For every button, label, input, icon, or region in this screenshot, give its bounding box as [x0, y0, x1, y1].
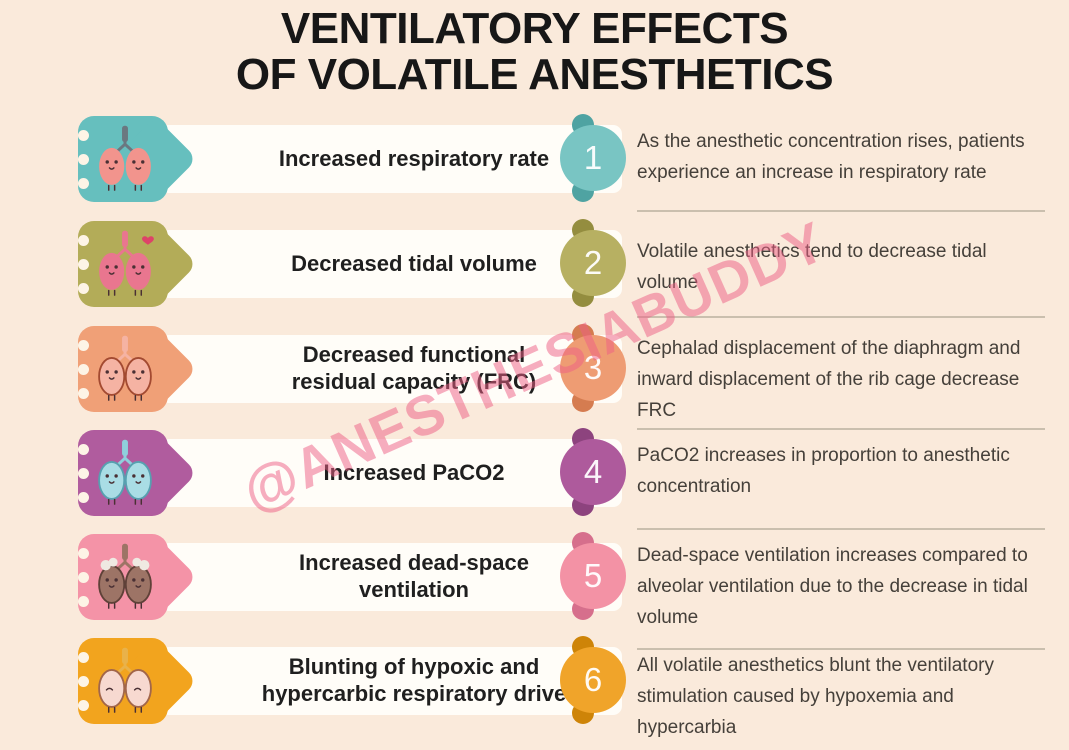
- binder-hole: [78, 340, 89, 351]
- lungs-icon: [98, 335, 154, 401]
- number-badge: 5: [560, 543, 626, 609]
- binder-hole: [78, 259, 89, 270]
- effect-bar: Blunting of hypoxic and hypercarbic resp…: [160, 647, 622, 715]
- effect-label: Increased respiratory rate: [278, 145, 550, 171]
- effect-label: Decreased functional residual capacity (…: [291, 342, 537, 394]
- description: Volatile anesthetics tend to decrease ti…: [637, 236, 1045, 318]
- badge-number: 2: [583, 244, 603, 281]
- row-increased-paco2: Increased PaCO2 4: [0, 428, 1069, 530]
- binder-hole: [78, 364, 89, 375]
- heart-accent: [142, 341, 154, 350]
- binder-hole: [78, 444, 89, 455]
- heart-accent: [142, 131, 154, 140]
- effect-bar: Increased dead-space ventilation: [160, 543, 622, 611]
- effect-label: Decreased tidal volume: [291, 250, 537, 276]
- effect-label: Increased dead-space ventilation: [299, 550, 529, 602]
- effect-label: Blunting of hypoxic and hypercarbic resp…: [261, 654, 567, 706]
- lungs-tag: [0, 638, 230, 724]
- badge-number: 4: [583, 453, 603, 490]
- lungs-icon: [99, 230, 154, 296]
- lungs-tag: [0, 116, 230, 202]
- effect-bar: Decreased functional residual capacity (…: [160, 335, 622, 403]
- row-increased-dead-space: Increased dead-space ventilation 5: [0, 532, 1069, 650]
- description: PaCO2 increases in proportion to anesthe…: [637, 440, 1045, 530]
- binder-hole: [78, 283, 89, 294]
- lungs-tag: [0, 326, 230, 412]
- binder-hole: [78, 700, 89, 711]
- number-badge: 2: [560, 230, 626, 296]
- lungs-icon: [98, 647, 154, 713]
- row-increased-respiratory-rate: Increased respiratory rate 1: [0, 114, 1069, 212]
- effect-label: Increased PaCO2: [323, 459, 505, 485]
- badge-number: 3: [583, 349, 603, 386]
- binder-hole: [78, 130, 89, 141]
- effect-bar: Increased PaCO2: [160, 439, 622, 507]
- row-blunting-hypoxic-drive: Blunting of hypoxic and hypercarbic resp…: [0, 636, 1069, 738]
- heart-accent: [142, 445, 154, 454]
- number-badge: 3: [560, 335, 626, 401]
- binder-hole: [78, 596, 89, 607]
- description: Cephalad displacement of the diaphragm a…: [637, 333, 1045, 430]
- title-line-2: OF VOLATILE ANESTHETICS: [235, 50, 834, 100]
- number-badge: 1: [560, 125, 626, 191]
- description: Dead-space ventilation increases compare…: [637, 540, 1045, 650]
- lungs-icon: [99, 125, 154, 191]
- binder-hole: [78, 572, 89, 583]
- lungs-icon: [98, 543, 152, 609]
- binder-hole: [78, 178, 89, 189]
- title-line-1: VENTILATORY EFFECTS: [280, 4, 789, 53]
- lungs-tag: [0, 430, 230, 516]
- binder-hole: [78, 235, 89, 246]
- description: All volatile anesthetics blunt the venti…: [637, 655, 994, 738]
- binder-hole: [78, 492, 89, 503]
- binder-hole: [78, 548, 89, 559]
- lungs-icon: [98, 439, 154, 505]
- lungs-tag: [0, 534, 230, 620]
- badge-number: 1: [583, 139, 603, 176]
- row-decreased-frc: Decreased functional residual capacity (…: [0, 324, 1069, 430]
- smoke-accent: [100, 557, 150, 571]
- binder-hole: [78, 154, 89, 165]
- badge-number: 5: [583, 557, 603, 594]
- number-badge: 6: [560, 647, 626, 713]
- binder-hole: [78, 468, 89, 479]
- badge-number: 6: [583, 661, 603, 698]
- heart-accent: [142, 236, 154, 245]
- effect-bar: Decreased tidal volume: [160, 230, 622, 298]
- binder-hole: [78, 388, 89, 399]
- binder-hole: [78, 652, 89, 663]
- effect-bar: Increased respiratory rate: [160, 125, 622, 193]
- description: As the anesthetic concentration rises, p…: [637, 126, 1045, 212]
- number-badge: 4: [560, 439, 626, 505]
- binder-hole: [78, 676, 89, 687]
- row-decreased-tidal-volume: Decreased tidal volume 2: [0, 219, 1069, 318]
- lungs-tag: [0, 221, 230, 307]
- heart-accent: [142, 653, 154, 662]
- page-title: VENTILATORY EFFECTS OF VOLATILE ANESTHET…: [0, 4, 1069, 100]
